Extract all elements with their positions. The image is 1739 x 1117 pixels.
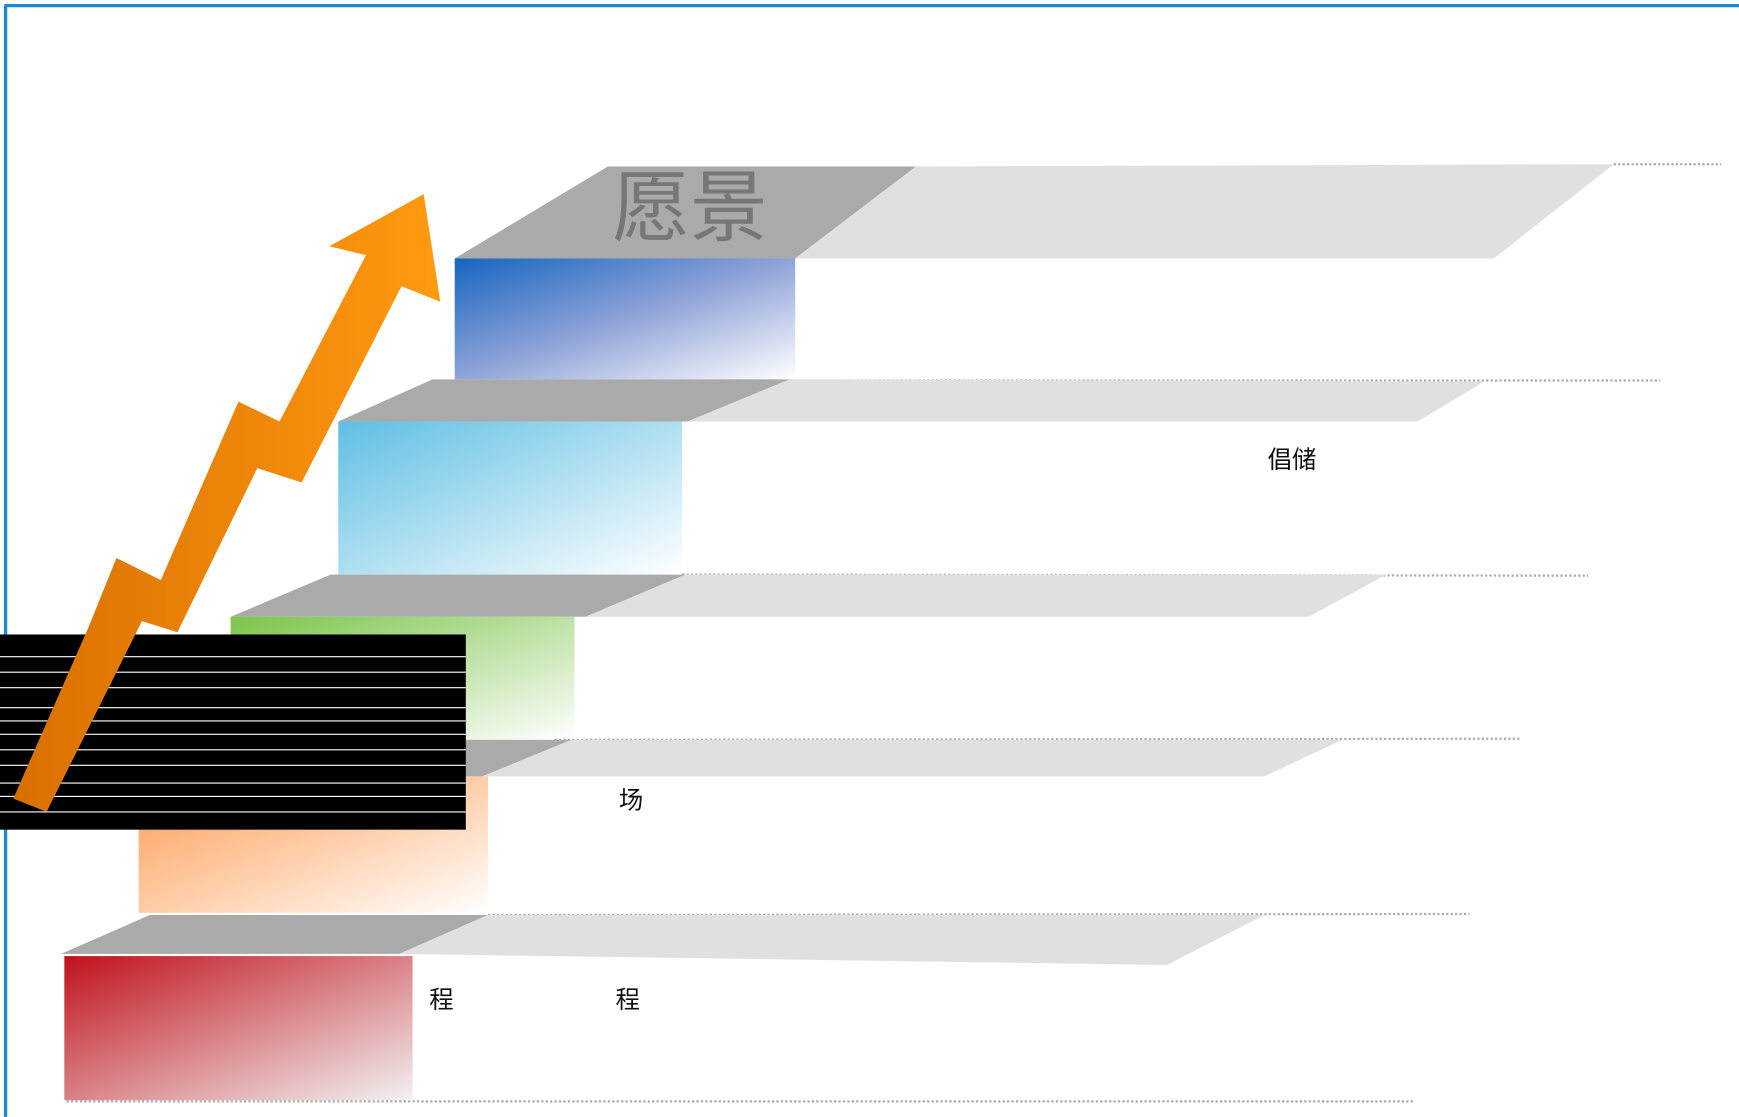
label: 场	[619, 785, 643, 814]
step-5	[60, 915, 1415, 1103]
arrow	[13, 194, 441, 812]
label: 程	[616, 985, 640, 1014]
step-2	[338, 379, 1589, 577]
label: 倡储	[1268, 445, 1317, 474]
step-1	[454, 163, 1722, 382]
label: 程	[429, 985, 453, 1014]
title: 愿景	[612, 164, 767, 254]
